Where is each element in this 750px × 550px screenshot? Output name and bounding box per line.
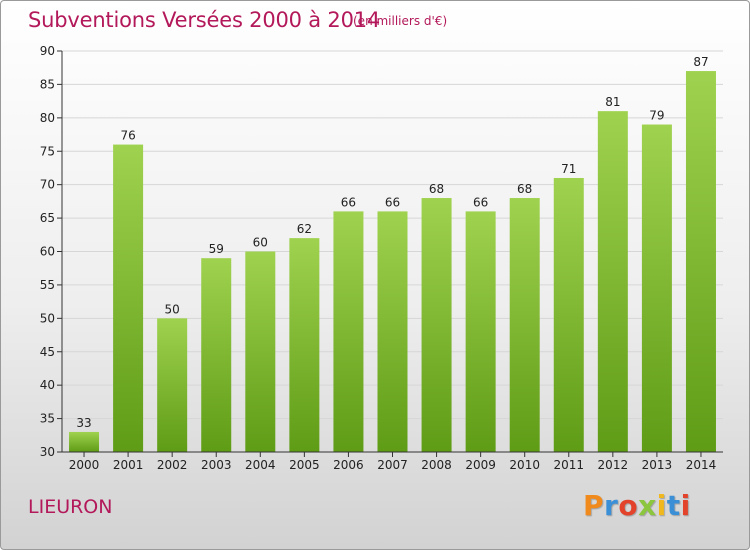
bar-value-label: 79 xyxy=(649,109,664,123)
bar xyxy=(113,144,144,453)
y-tick-label: 75 xyxy=(40,144,55,158)
y-tick-label: 40 xyxy=(40,378,55,392)
bar-value-label: 66 xyxy=(385,195,400,209)
y-tick-label: 70 xyxy=(40,178,55,192)
logo-letter: x xyxy=(638,489,657,522)
x-tick-label: 2005 xyxy=(289,458,320,472)
bar xyxy=(245,251,276,452)
x-tick-label: 2011 xyxy=(553,458,584,472)
bar xyxy=(157,318,188,452)
bar xyxy=(509,198,540,452)
logo-letter: i xyxy=(680,489,691,522)
y-tick-label: 90 xyxy=(40,44,55,58)
y-tick-label: 85 xyxy=(40,77,55,91)
bar-value-label: 81 xyxy=(605,95,620,109)
bar-value-label: 76 xyxy=(120,129,135,143)
logo-letter: o xyxy=(618,489,639,522)
logo-letter: P xyxy=(583,489,605,522)
logo-letter: t xyxy=(666,489,681,522)
bar-value-label: 66 xyxy=(473,195,488,209)
y-tick-label: 80 xyxy=(40,111,55,125)
bar-value-label: 68 xyxy=(517,182,532,196)
x-tick-label: 2001 xyxy=(113,458,144,472)
bar xyxy=(421,198,452,452)
chart-title: Subventions Versées 2000 à 2014 xyxy=(28,8,381,32)
bar-value-label: 62 xyxy=(297,222,312,236)
bar xyxy=(333,211,364,452)
y-tick-label: 30 xyxy=(40,445,55,459)
logo-letter: r xyxy=(604,489,619,522)
chart-subtitle: (en milliers d'€) xyxy=(353,14,448,28)
x-tick-label: 2004 xyxy=(245,458,276,472)
bar xyxy=(465,211,496,452)
x-tick-label: 2000 xyxy=(69,458,100,472)
y-tick-label: 55 xyxy=(40,278,55,292)
x-tick-label: 2006 xyxy=(333,458,364,472)
bar xyxy=(641,124,672,453)
logo-letter: i xyxy=(656,489,667,522)
bar-value-label: 71 xyxy=(561,162,576,176)
x-tick-label: 2009 xyxy=(465,458,496,472)
y-tick-label: 50 xyxy=(40,311,55,325)
x-tick-label: 2014 xyxy=(686,458,717,472)
bar xyxy=(377,211,408,452)
labels: 30 35 40 45 50 55 60 65 70 75 80 85 90 33 2000 76 2001 50… xyxy=(40,44,717,472)
y-tick-label: 45 xyxy=(40,345,55,359)
bar-value-label: 50 xyxy=(165,302,180,316)
bar xyxy=(685,71,716,453)
x-tick-label: 2003 xyxy=(201,458,232,472)
bar-value-label: 87 xyxy=(693,55,708,69)
bar xyxy=(553,177,584,452)
y-tick-label: 35 xyxy=(40,412,55,426)
bar xyxy=(69,431,100,452)
bar-value-label: 66 xyxy=(341,195,356,209)
proxiti-logo[interactable]: Proxiti xyxy=(583,489,691,522)
bar xyxy=(201,258,232,452)
y-tick-label: 65 xyxy=(40,211,55,225)
bar-value-label: 68 xyxy=(429,182,444,196)
x-tick-label: 2013 xyxy=(642,458,673,472)
y-tick-label: 60 xyxy=(40,245,55,259)
x-tick-label: 2008 xyxy=(421,458,452,472)
place-name: LIEURON xyxy=(28,496,113,518)
bar-value-label: 59 xyxy=(209,242,224,256)
x-tick-label: 2012 xyxy=(598,458,629,472)
axes xyxy=(57,50,723,457)
bar xyxy=(289,238,320,452)
x-tick-label: 2010 xyxy=(509,458,540,472)
bar-value-label: 60 xyxy=(253,236,268,250)
bar xyxy=(597,111,628,453)
x-tick-label: 2002 xyxy=(157,458,188,472)
x-tick-label: 2007 xyxy=(377,458,408,472)
bars xyxy=(69,71,716,453)
bar-value-label: 33 xyxy=(76,416,91,430)
